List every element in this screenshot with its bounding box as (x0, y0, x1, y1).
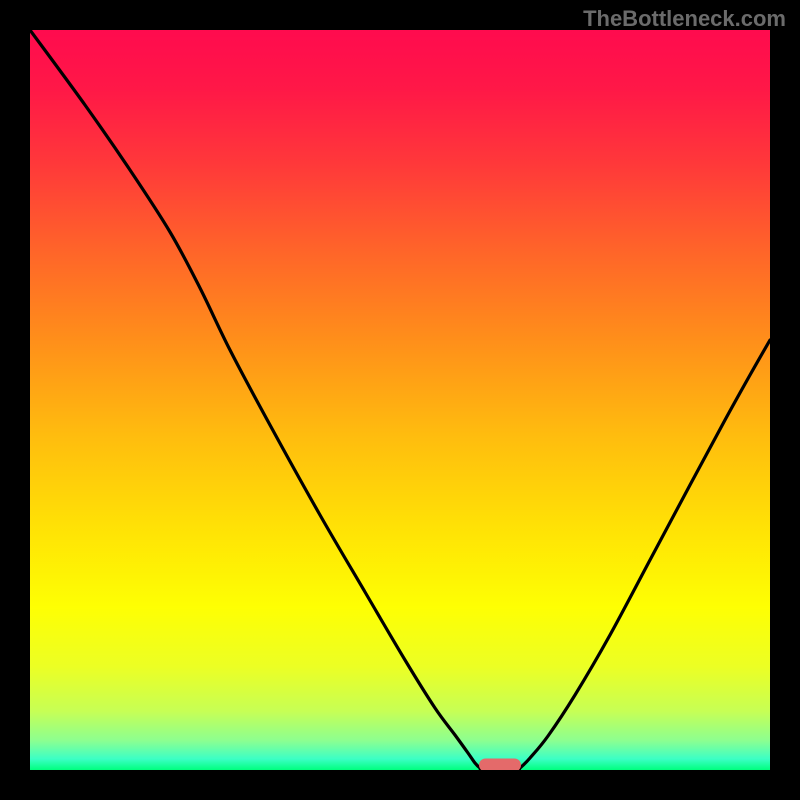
plot-area (30, 30, 770, 770)
plot-svg (30, 30, 770, 770)
watermark-text: TheBottleneck.com (583, 6, 786, 32)
gradient-background (30, 30, 770, 770)
chart-container: TheBottleneck.com (0, 0, 800, 800)
optimal-marker (479, 759, 521, 771)
